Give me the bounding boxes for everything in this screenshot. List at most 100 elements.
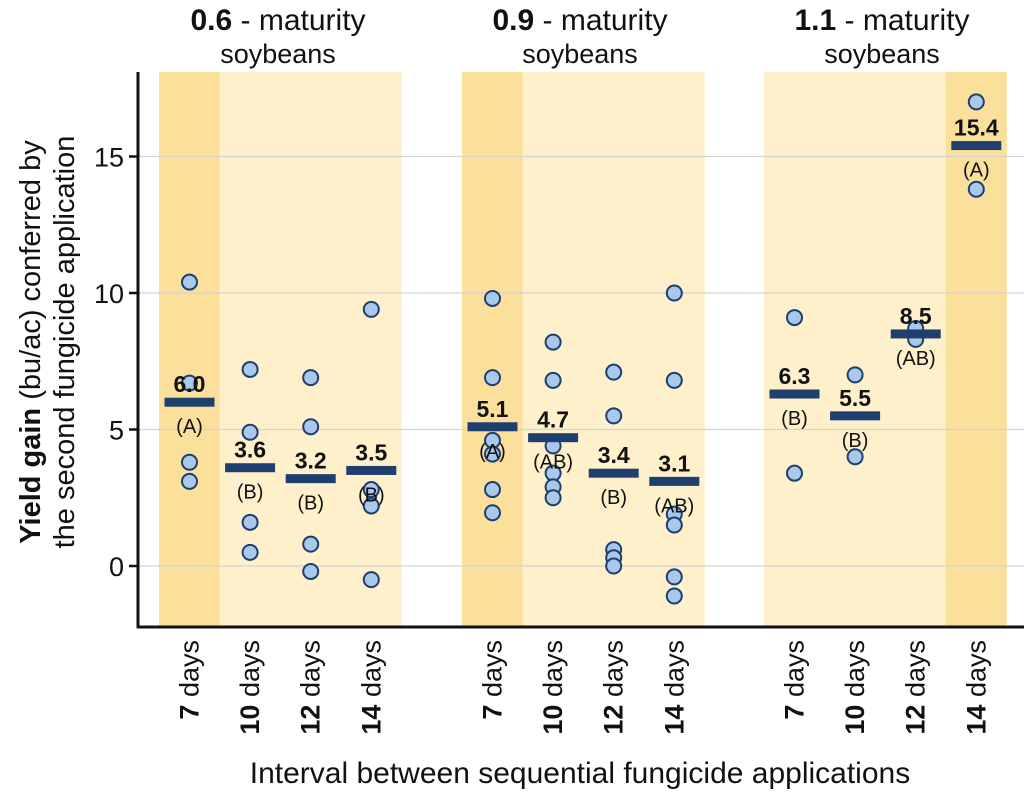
x-tick-label: 10 days (840, 640, 870, 735)
x-tick-unit: days (235, 640, 265, 705)
data-point (846, 448, 864, 466)
data-point (605, 363, 623, 381)
data-point (362, 497, 380, 515)
interval-band (462, 72, 523, 627)
group-title-maturity-value: 0.9 (492, 4, 535, 37)
y-tick-label: 15 (94, 143, 124, 173)
x-tick-number: 14 (659, 705, 689, 735)
data-point (967, 180, 985, 198)
x-tick-number: 7 (175, 705, 205, 720)
mean-bar (769, 389, 820, 399)
data-point (846, 366, 864, 384)
significance-letter: (B) (600, 487, 627, 509)
data-point (605, 557, 623, 575)
group-title-line2: soybeans (824, 39, 940, 69)
mean-value-label: 3.6 (234, 437, 266, 463)
mean-value-label: 4.7 (537, 407, 569, 433)
data-point (302, 535, 320, 553)
mean-bar (951, 141, 1002, 151)
significance-letter: (B) (781, 408, 808, 430)
mean-value-label: 6.3 (779, 363, 811, 389)
x-tick-number: 12 (296, 705, 326, 735)
mean-bar (225, 463, 276, 473)
significance-letter: (B) (297, 493, 324, 515)
x-tick-unit: days (538, 640, 568, 705)
x-tick-label: 12 days (901, 640, 931, 735)
data-point (241, 360, 259, 378)
data-point (362, 300, 380, 318)
data-point (302, 369, 320, 387)
data-point (362, 571, 380, 589)
group-title-line2: soybeans (522, 39, 638, 69)
significance-letter: (A) (176, 416, 203, 438)
mean-bar (285, 474, 336, 484)
data-point (484, 369, 501, 387)
data-point (362, 481, 380, 499)
x-tick-unit: days (175, 640, 205, 705)
data-point (665, 284, 683, 302)
mean-bar (528, 433, 579, 443)
interval-band (280, 72, 342, 627)
mean-bar (649, 476, 700, 486)
interval-band (643, 72, 705, 627)
group-title-line2: soybeans (220, 39, 336, 69)
mean-bar (588, 468, 639, 478)
significance-letter: (AB) (533, 452, 573, 474)
data-point (665, 516, 683, 534)
data-point (302, 562, 320, 580)
x-tick-label: 7 days (478, 640, 508, 720)
data-point (181, 453, 198, 471)
significance-letter: (AB) (896, 348, 936, 370)
x-tick-number: 10 (235, 705, 265, 735)
mean-bar (890, 329, 941, 339)
interval-band (885, 72, 947, 627)
significance-letter: (B) (842, 430, 869, 452)
x-tick-number: 7 (780, 705, 810, 720)
x-tick-label: 12 days (599, 640, 629, 735)
data-point (665, 371, 683, 389)
x-tick-label: 10 days (235, 640, 265, 735)
data-point (241, 423, 259, 441)
data-point (302, 418, 320, 436)
x-tick-number: 12 (901, 705, 931, 735)
data-point (241, 513, 259, 531)
x-tick-label: 12 days (296, 640, 326, 735)
x-tick-unit: days (296, 640, 326, 705)
mean-value-label: 8.5 (900, 303, 932, 329)
data-point (241, 543, 259, 561)
mean-value-label: 3.1 (658, 450, 690, 476)
interval-band (219, 72, 281, 627)
data-point (665, 568, 683, 586)
mean-value-label: 3.4 (598, 442, 630, 468)
group-title-maturity-value: 1.1 (794, 4, 837, 37)
data-point (544, 489, 562, 507)
y-tick-label: 10 (94, 279, 124, 309)
group-title-0.9: 0.9 - maturity soybeans (450, 4, 710, 70)
data-point (544, 371, 562, 389)
interval-band (159, 72, 220, 627)
interval-band (340, 72, 402, 627)
significance-letter: (B) (358, 484, 385, 506)
data-point (786, 309, 803, 327)
mean-value-label: 6.0 (174, 371, 206, 397)
group-title-maturity-value: 0.6 (190, 4, 233, 37)
x-tick-unit: days (961, 640, 991, 705)
x-tick-label: 7 days (780, 640, 810, 720)
x-tick-unit: days (356, 640, 386, 705)
mean-value-label: 3.2 (295, 448, 327, 474)
group-title-suffix: - maturity (542, 4, 668, 37)
data-point (605, 407, 623, 425)
data-point (665, 587, 683, 605)
mean-bar (830, 411, 881, 421)
x-tick-label: 10 days (538, 640, 568, 735)
x-axis-title: Interval between sequential fungicide ap… (249, 757, 911, 790)
x-tick-label: 14 days (659, 640, 689, 735)
mean-value-label: 15.4 (954, 115, 999, 141)
data-point (181, 472, 198, 490)
significance-letter: (A) (963, 160, 990, 182)
x-tick-label: 14 days (961, 640, 991, 735)
x-tick-number: 10 (840, 705, 870, 735)
x-tick-label: 7 days (175, 640, 205, 720)
mean-bar (467, 422, 518, 432)
